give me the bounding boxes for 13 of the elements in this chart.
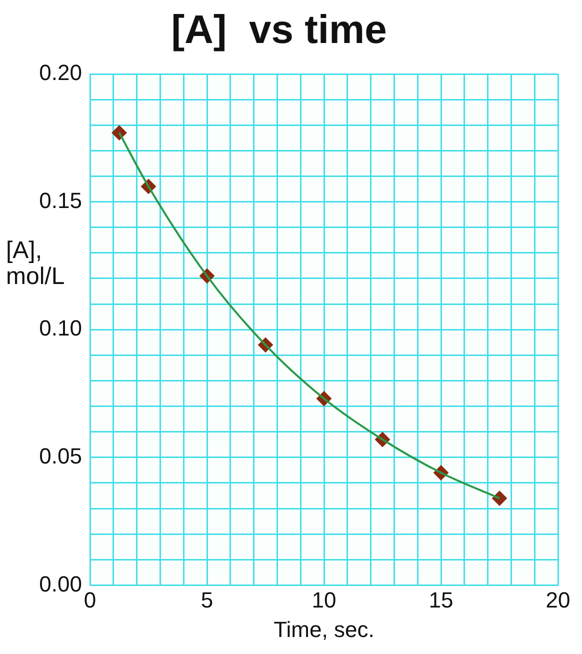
x-axis-title: Time, sec. — [274, 616, 374, 642]
x-tick-label: 15 — [428, 587, 454, 612]
x-tick-label: 20 — [546, 587, 570, 612]
y-tick-label: 0.15 — [39, 188, 82, 213]
x-tick-label: 5 — [200, 587, 214, 612]
x-tick-label: 10 — [312, 587, 336, 612]
y-tick-label: 0.10 — [39, 316, 82, 341]
y-axis-title: [A], mol/L — [6, 237, 66, 291]
y-tick-label: 0.00 — [39, 571, 82, 596]
chart-title: [A] vs time — [171, 8, 387, 52]
x-tick-label: 0 — [84, 587, 96, 612]
y-tick-label: 0.05 — [39, 443, 82, 468]
y-tick-label: 0.20 — [39, 60, 82, 86]
